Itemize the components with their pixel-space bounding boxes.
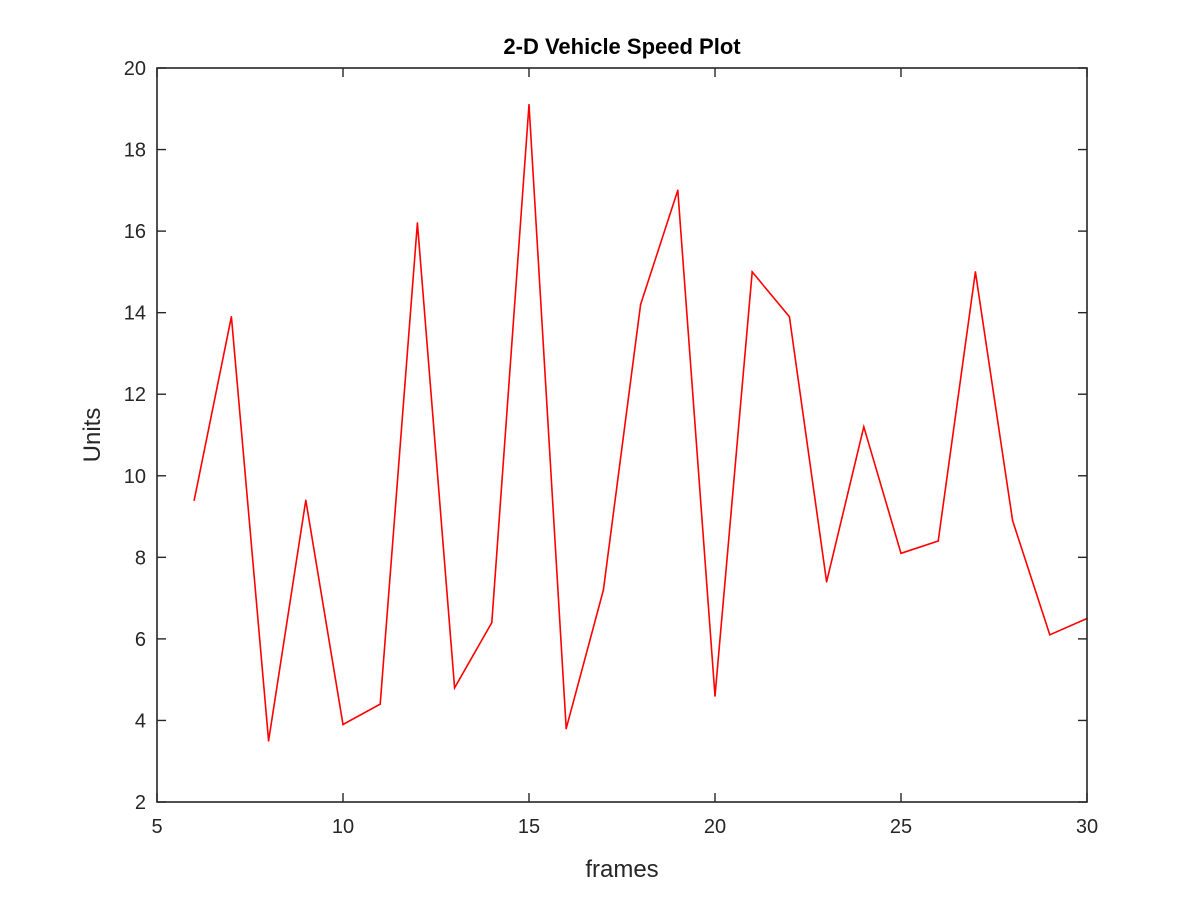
data-point — [528, 103, 530, 106]
x-tick-label: 15 — [518, 816, 540, 838]
data-point — [565, 727, 567, 730]
data-point — [974, 271, 977, 273]
x-tick-label: 30 — [1076, 816, 1098, 838]
data-point — [379, 703, 382, 705]
y-tick-label: 8 — [135, 547, 146, 569]
data-point — [230, 315, 233, 318]
data-point — [751, 271, 753, 273]
data-point — [193, 499, 195, 502]
x-tick-label: 10 — [332, 816, 354, 838]
y-tick-label: 12 — [124, 384, 146, 406]
data-point — [602, 589, 605, 591]
data-point — [937, 540, 939, 542]
y-tick-label: 4 — [135, 710, 146, 732]
y-tick-label: 10 — [124, 466, 146, 488]
plot-area — [157, 68, 1087, 802]
data-point — [788, 315, 791, 318]
data-points — [193, 103, 1088, 742]
x-axis-ticks: 5 10 15 20 25 30 — [151, 68, 1098, 838]
data-point — [416, 222, 419, 224]
data-point — [863, 426, 865, 428]
x-tick-label: 20 — [704, 816, 726, 838]
y-axis-ticks: 2 4 6 8 10 12 14 16 18 20 — [124, 58, 1087, 814]
data-point — [1011, 519, 1014, 522]
chart-title: 2-D Vehicle Speed Plot — [503, 34, 741, 59]
y-tick-label: 16 — [124, 221, 146, 243]
x-tick-label: 25 — [890, 816, 912, 838]
y-tick-label: 2 — [135, 792, 146, 814]
axes-box — [156, 67, 1088, 803]
data-point — [453, 687, 456, 689]
y-tick-label: 20 — [124, 58, 146, 80]
data-point — [900, 552, 902, 555]
data-point — [267, 740, 270, 742]
y-tick-label: 6 — [135, 629, 146, 651]
data-point — [714, 695, 716, 697]
data-point — [1049, 634, 1051, 636]
y-tick-label: 14 — [124, 303, 146, 325]
data-point — [491, 621, 493, 624]
y-tick-label: 18 — [124, 140, 146, 162]
data-point — [342, 723, 344, 726]
data-point — [677, 189, 679, 192]
data-point — [639, 303, 642, 306]
y-axis-label: Units — [79, 408, 106, 463]
x-tick-label: 5 — [151, 816, 162, 838]
x-axis-label: frames — [585, 856, 658, 883]
data-point — [825, 581, 828, 583]
data-point — [305, 499, 307, 502]
